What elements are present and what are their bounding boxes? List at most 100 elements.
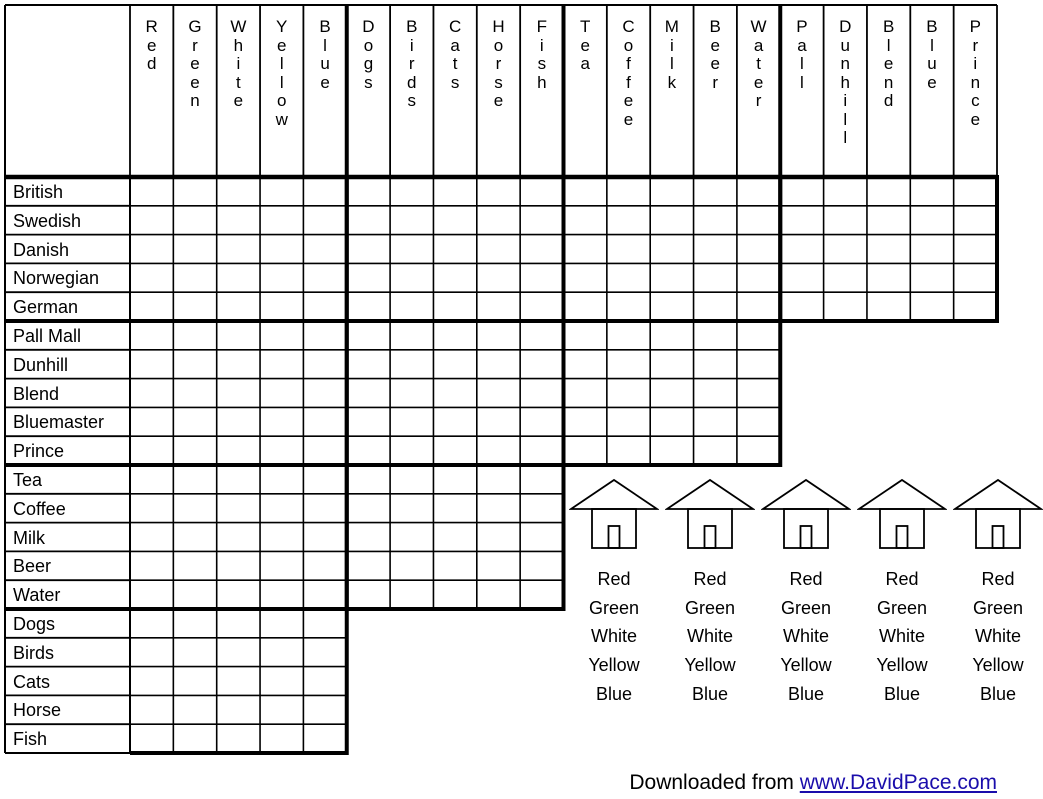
grid-cell[interactable] (650, 379, 693, 408)
grid-cell[interactable] (433, 263, 476, 292)
grid-cell[interactable] (260, 465, 303, 494)
grid-cell[interactable] (217, 667, 260, 696)
house-5-option-blue[interactable]: Blue (979, 683, 1017, 704)
grid-cell[interactable] (217, 350, 260, 379)
grid-cell[interactable] (260, 292, 303, 321)
grid-cell[interactable] (217, 609, 260, 638)
grid-cell[interactable] (217, 523, 260, 552)
grid-cell[interactable] (520, 350, 563, 379)
grid-cell[interactable] (564, 292, 607, 321)
grid-cell[interactable] (390, 494, 433, 523)
grid-cell[interactable] (260, 235, 303, 264)
grid-cell[interactable] (520, 292, 563, 321)
grid-cell[interactable] (433, 379, 476, 408)
grid-cell[interactable] (694, 321, 737, 350)
grid-cell[interactable] (347, 523, 390, 552)
grid-cell[interactable] (737, 235, 780, 264)
grid-cell[interactable] (130, 379, 173, 408)
grid-cell[interactable] (520, 407, 563, 436)
grid-cell[interactable] (130, 263, 173, 292)
grid-cell[interactable] (607, 206, 650, 235)
grid-cell[interactable] (217, 465, 260, 494)
grid-cell[interactable] (303, 695, 346, 724)
grid-cell[interactable] (173, 667, 216, 696)
house-2-option-white[interactable]: White (686, 626, 733, 647)
grid-cell[interactable] (303, 292, 346, 321)
grid-cell[interactable] (477, 350, 520, 379)
grid-cell[interactable] (694, 206, 737, 235)
grid-cell[interactable] (347, 407, 390, 436)
grid-cell[interactable] (347, 580, 390, 609)
grid-cell[interactable] (173, 465, 216, 494)
grid-cell[interactable] (303, 407, 346, 436)
grid-cell[interactable] (217, 206, 260, 235)
grid-cell[interactable] (780, 263, 823, 292)
grid-cell[interactable] (260, 263, 303, 292)
grid-cell[interactable] (607, 379, 650, 408)
grid-cell[interactable] (694, 379, 737, 408)
grid-cell[interactable] (867, 235, 910, 264)
grid-cell[interactable] (867, 292, 910, 321)
grid-cell[interactable] (607, 235, 650, 264)
house-4-option-green[interactable]: Green (876, 597, 928, 618)
house-3-option-blue[interactable]: Blue (787, 683, 825, 704)
grid-cell[interactable] (607, 321, 650, 350)
grid-cell[interactable] (390, 465, 433, 494)
grid-cell[interactable] (824, 177, 867, 206)
house-1-option-green[interactable]: Green (588, 597, 640, 618)
grid-cell[interactable] (867, 177, 910, 206)
grid-cell[interactable] (520, 177, 563, 206)
grid-cell[interactable] (824, 206, 867, 235)
grid-cell[interactable] (217, 321, 260, 350)
grid-cell[interactable] (173, 407, 216, 436)
grid-cell[interactable] (737, 321, 780, 350)
grid-cell[interactable] (564, 235, 607, 264)
grid-cell[interactable] (347, 379, 390, 408)
grid-cell[interactable] (650, 350, 693, 379)
grid-cell[interactable] (954, 263, 997, 292)
grid-cell[interactable] (520, 263, 563, 292)
house-1-option-yellow[interactable]: Yellow (588, 655, 640, 676)
grid-cell[interactable] (130, 523, 173, 552)
grid-cell[interactable] (737, 206, 780, 235)
grid-cell[interactable] (303, 638, 346, 667)
grid-cell[interactable] (564, 350, 607, 379)
grid-cell[interactable] (477, 206, 520, 235)
grid-cell[interactable] (303, 667, 346, 696)
grid-cell[interactable] (260, 609, 303, 638)
grid-cell[interactable] (650, 235, 693, 264)
grid-cell[interactable] (390, 292, 433, 321)
grid-cell[interactable] (520, 494, 563, 523)
grid-cell[interactable] (477, 465, 520, 494)
grid-cell[interactable] (694, 407, 737, 436)
house-3-option-white[interactable]: White (782, 626, 829, 647)
grid-cell[interactable] (477, 580, 520, 609)
grid-cell[interactable] (433, 206, 476, 235)
grid-cell[interactable] (130, 292, 173, 321)
grid-cell[interactable] (217, 494, 260, 523)
grid-cell[interactable] (477, 407, 520, 436)
grid-cell[interactable] (520, 379, 563, 408)
grid-cell[interactable] (780, 292, 823, 321)
grid-cell[interactable] (520, 523, 563, 552)
grid-cell[interactable] (607, 263, 650, 292)
grid-cell[interactable] (910, 263, 953, 292)
grid-cell[interactable] (303, 465, 346, 494)
grid-cell[interactable] (130, 638, 173, 667)
house-1-option-red[interactable]: Red (597, 569, 631, 589)
grid-cell[interactable] (433, 321, 476, 350)
grid-cell[interactable] (347, 551, 390, 580)
grid-cell[interactable] (607, 436, 650, 465)
grid-cell[interactable] (390, 551, 433, 580)
grid-cell[interactable] (433, 350, 476, 379)
grid-cell[interactable] (347, 206, 390, 235)
grid-cell[interactable] (217, 580, 260, 609)
grid-cell[interactable] (954, 235, 997, 264)
grid-cell[interactable] (564, 379, 607, 408)
grid-cell[interactable] (824, 292, 867, 321)
grid-cell[interactable] (347, 177, 390, 206)
grid-cell[interactable] (303, 436, 346, 465)
grid-cell[interactable] (303, 206, 346, 235)
grid-cell[interactable] (347, 436, 390, 465)
house-5-option-green[interactable]: Green (972, 597, 1024, 618)
